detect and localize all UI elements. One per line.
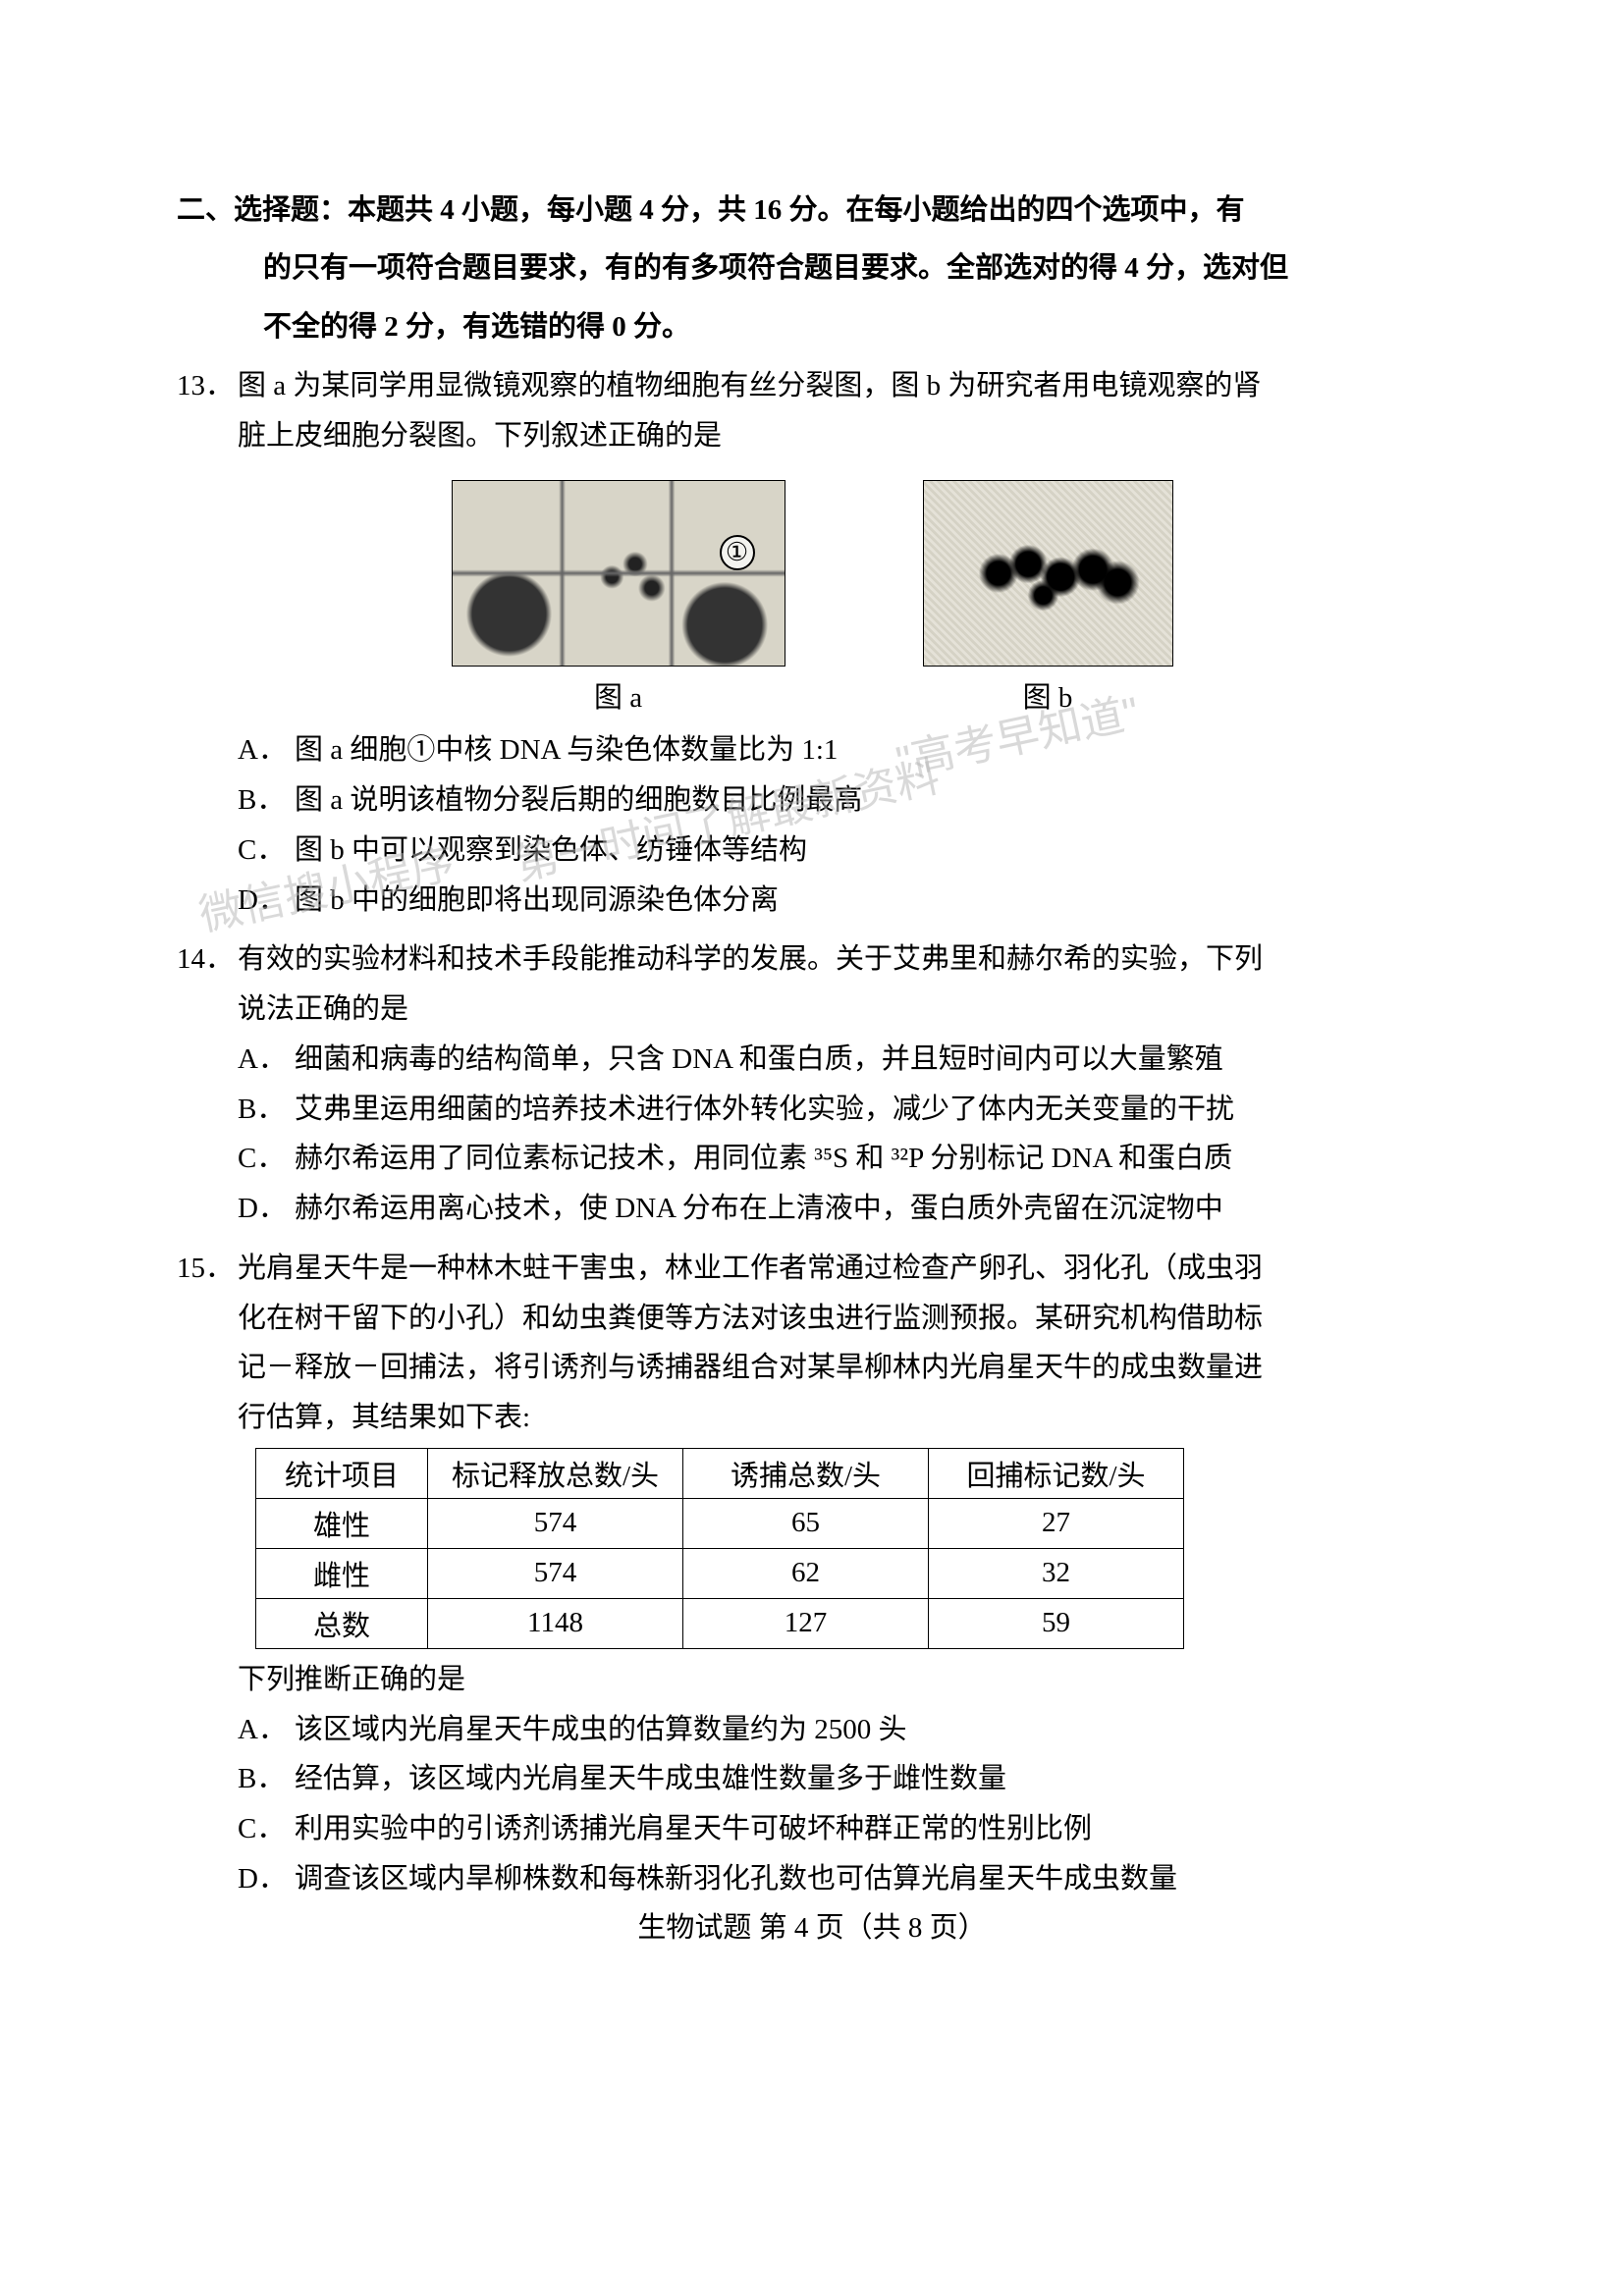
q14-opt-d-text: 赫尔希运用离心技术，使 DNA 分布在上清液中，蛋白质外壳留在沉淀物中 (295, 1184, 1447, 1234)
q13-number: 13． (177, 361, 238, 411)
q13-option-d: D． 图 b 中的细胞即将出现同源染色体分离 (177, 876, 1447, 926)
q13-opt-c-letter: C． (238, 826, 295, 876)
q15-option-d: D． 调查该区域内旱柳株数和每株新羽化孔数也可估算光肩星天牛成虫数量 (177, 1854, 1447, 1904)
q13-stem-line2: 脏上皮细胞分裂图。下列叙述正确的是 (177, 411, 1447, 461)
q14-opt-b-letter: B． (238, 1085, 295, 1135)
q13-opt-a-text: 图 a 细胞①中核 DNA 与染色体数量比为 1:1 (295, 725, 1447, 775)
section-header-line3: 不全的得 2 分，有选错的得 0 分。 (177, 303, 1447, 351)
q14-opt-c-text: 赫尔希运用了同位素标记技术，用同位素 ³⁵S 和 ³²P 分别标记 DNA 和蛋… (295, 1134, 1447, 1184)
figure-a-marker: ① (720, 535, 755, 570)
table-cell: 127 (683, 1598, 929, 1648)
table-cell: 59 (929, 1598, 1184, 1648)
q13-opt-d-letter: D． (238, 876, 295, 926)
q13-opt-d-text: 图 b 中的细胞即将出现同源染色体分离 (295, 876, 1447, 926)
q14-stem-line2: 说法正确的是 (177, 985, 1447, 1035)
q15-opt-a-text: 该区域内光肩星天牛成虫的估算数量约为 2500 头 (295, 1705, 1447, 1755)
q15-opt-c-letter: C． (238, 1804, 295, 1854)
q14-text-l2: 说法正确的是 (238, 985, 1447, 1035)
q15-option-c: C． 利用实验中的引诱剂诱捕光肩星天牛可破坏种群正常的性别比例 (177, 1804, 1447, 1854)
q14-option-a: A． 细菌和病毒的结构简单，只含 DNA 和蛋白质，并且短时间内可以大量繁殖 (177, 1035, 1447, 1085)
q14-opt-a-text: 细菌和病毒的结构简单，只含 DNA 和蛋白质，并且短时间内可以大量繁殖 (295, 1035, 1447, 1085)
table-col-header-3: 回捕标记数/头 (929, 1448, 1184, 1498)
figure-b-cells-icon (924, 481, 1172, 666)
q15-stem-line4: 行估算，其结果如下表: (177, 1393, 1447, 1443)
q15-text-l4: 行估算，其结果如下表: (238, 1393, 1447, 1443)
q14-option-b: B． 艾弗里运用细菌的培养技术进行体外转化实验，减少了体内无关变量的干扰 (177, 1085, 1447, 1135)
q13-opt-a-letter: A． (238, 725, 295, 775)
q14-option-d: D． 赫尔希运用离心技术，使 DNA 分布在上清液中，蛋白质外壳留在沉淀物中 (177, 1184, 1447, 1234)
table-row: 雄性 574 65 27 (256, 1498, 1184, 1548)
section-header: 二、选择题：本题共 4 小题，每小题 4 分，共 16 分。在每小题给出的四个选… (177, 187, 1447, 351)
section-header-line1: 二、选择题：本题共 4 小题，每小题 4 分，共 16 分。在每小题给出的四个选… (177, 187, 1447, 235)
q15-option-b: B． 经估算，该区域内光肩星天牛成虫雄性数量多于雌性数量 (177, 1754, 1447, 1804)
q15-option-a: A． 该区域内光肩星天牛成虫的估算数量约为 2500 头 (177, 1705, 1447, 1755)
q13-text-l2: 脏上皮细胞分裂图。下列叙述正确的是 (238, 411, 1447, 461)
q15-opt-b-letter: B． (238, 1754, 295, 1804)
figure-b-image (923, 480, 1173, 667)
table-cell: 雌性 (256, 1548, 428, 1598)
q15-stem-line1: 15． 光肩星天牛是一种林木蛀干害虫，林业工作者常通过检查产卵孔、羽化孔（成虫羽 (177, 1244, 1447, 1294)
table-cell: 62 (683, 1548, 929, 1598)
q13-opt-b-text: 图 a 说明该植物分裂后期的细胞数目比例最高 (295, 775, 1447, 826)
q15-text-l1: 光肩星天牛是一种林木蛀干害虫，林业工作者常通过检查产卵孔、羽化孔（成虫羽 (238, 1244, 1447, 1294)
question-15: 15． 光肩星天牛是一种林木蛀干害虫，林业工作者常通过检查产卵孔、羽化孔（成虫羽… (177, 1244, 1447, 1904)
table-cell: 574 (428, 1548, 683, 1598)
q15-conclusion-text: 下列推断正确的是 (238, 1655, 1447, 1705)
figure-a-image: ① (452, 480, 785, 667)
page-content: 二、选择题：本题共 4 小题，每小题 4 分，共 16 分。在每小题给出的四个选… (177, 187, 1447, 1904)
table-cell: 雄性 (256, 1498, 428, 1548)
table-cell: 65 (683, 1498, 929, 1548)
table-col-header-0: 统计项目 (256, 1448, 428, 1498)
q15-conclusion-intro: 下列推断正确的是 (177, 1655, 1447, 1705)
q15-opt-c-text: 利用实验中的引诱剂诱捕光肩星天牛可破坏种群正常的性别比例 (295, 1804, 1447, 1854)
q14-opt-a-letter: A． (238, 1035, 295, 1085)
q15-opt-d-letter: D． (238, 1854, 295, 1904)
table-cell: 总数 (256, 1598, 428, 1648)
question-14: 14． 有效的实验材料和技术手段能推动科学的发展。关于艾弗里和赫尔希的实验，下列… (177, 934, 1447, 1234)
q15-stem-line2: 化在树干留下的小孔）和幼虫粪便等方法对该虫进行监测预报。某研究机构借助标 (177, 1294, 1447, 1344)
q13-opt-b-letter: B． (238, 775, 295, 826)
q13-option-c: C． 图 b 中可以观察到染色体、纺锤体等结构 (177, 826, 1447, 876)
page-footer: 生物试题 第 4 页（共 8 页） (0, 1904, 1624, 1946)
figure-a-box: ① 图 a (452, 480, 785, 716)
q15-opt-a-letter: A． (238, 1705, 295, 1755)
q14-number: 14． (177, 934, 238, 985)
q14-opt-d-letter: D． (238, 1184, 295, 1234)
q15-text-l2: 化在树干留下的小孔）和幼虫粪便等方法对该虫进行监测预报。某研究机构借助标 (238, 1294, 1447, 1344)
q13-opt-c-text: 图 b 中可以观察到染色体、纺锤体等结构 (295, 826, 1447, 876)
q13-stem-line1: 13． 图 a 为某同学用显微镜观察的植物细胞有丝分裂图，图 b 为研究者用电镜… (177, 361, 1447, 411)
q13-option-a: A． 图 a 细胞①中核 DNA 与染色体数量比为 1:1 (177, 725, 1447, 775)
table-col-header-1: 标记释放总数/头 (428, 1448, 683, 1498)
q15-text-l3: 记－释放－回捕法，将引诱剂与诱捕器组合对某旱柳林内光肩星天牛的成虫数量进 (238, 1343, 1447, 1393)
table-cell: 32 (929, 1548, 1184, 1598)
q15-opt-b-text: 经估算，该区域内光肩星天牛成虫雄性数量多于雌性数量 (295, 1754, 1447, 1804)
q13-text-l1: 图 a 为某同学用显微镜观察的植物细胞有丝分裂图，图 b 为研究者用电镜观察的肾 (238, 361, 1447, 411)
q14-stem-line1: 14． 有效的实验材料和技术手段能推动科学的发展。关于艾弗里和赫尔希的实验，下列 (177, 934, 1447, 985)
table-row: 总数 1148 127 59 (256, 1598, 1184, 1648)
q15-stem-line3: 记－释放－回捕法，将引诱剂与诱捕器组合对某旱柳林内光肩星天牛的成虫数量进 (177, 1343, 1447, 1393)
table-cell: 574 (428, 1498, 683, 1548)
question-13: 13． 图 a 为某同学用显微镜观察的植物细胞有丝分裂图，图 b 为研究者用电镜… (177, 361, 1447, 926)
q15-opt-d-text: 调查该区域内旱柳株数和每株新羽化孔数也可估算光肩星天牛成虫数量 (295, 1854, 1447, 1904)
figure-a-cells-icon (453, 481, 785, 666)
q13-figures: ① 图 a 图 b (177, 480, 1447, 716)
table-header-row: 统计项目 标记释放总数/头 诱捕总数/头 回捕标记数/头 (256, 1448, 1184, 1498)
q15-number: 15． (177, 1244, 238, 1294)
figure-b-box: 图 b (923, 480, 1173, 716)
q15-data-table: 统计项目 标记释放总数/头 诱捕总数/头 回捕标记数/头 雄性 574 65 2… (255, 1448, 1184, 1649)
q14-opt-c-letter: C． (238, 1134, 295, 1184)
table-col-header-2: 诱捕总数/头 (683, 1448, 929, 1498)
q13-option-b: B． 图 a 说明该植物分裂后期的细胞数目比例最高 (177, 775, 1447, 826)
figure-b-label: 图 b (1023, 674, 1073, 716)
figure-a-label: 图 a (594, 674, 642, 716)
q14-text-l1: 有效的实验材料和技术手段能推动科学的发展。关于艾弗里和赫尔希的实验，下列 (238, 934, 1447, 985)
table-row: 雌性 574 62 32 (256, 1548, 1184, 1598)
table-cell: 27 (929, 1498, 1184, 1548)
q14-opt-b-text: 艾弗里运用细菌的培养技术进行体外转化实验，减少了体内无关变量的干扰 (295, 1085, 1447, 1135)
section-header-line2: 的只有一项符合题目要求，有的有多项符合题目要求。全部选对的得 4 分，选对但 (177, 244, 1447, 293)
table-cell: 1148 (428, 1598, 683, 1648)
q14-option-c: C． 赫尔希运用了同位素标记技术，用同位素 ³⁵S 和 ³²P 分别标记 DNA… (177, 1134, 1447, 1184)
